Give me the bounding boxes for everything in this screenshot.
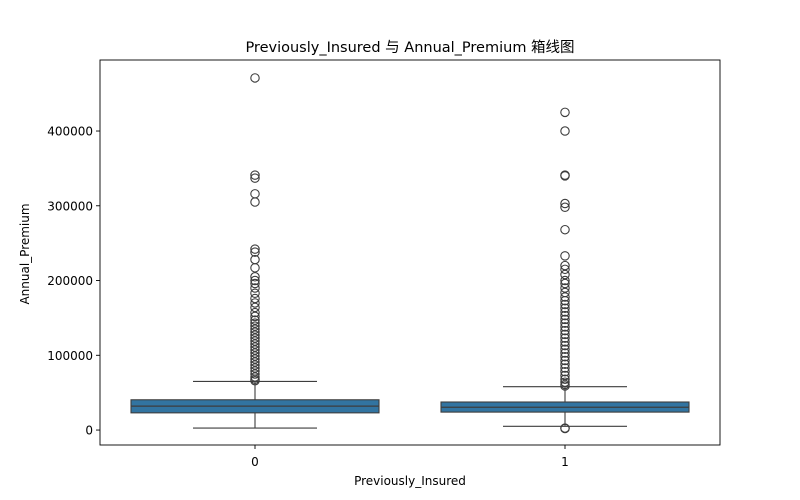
outlier-point — [250, 354, 260, 364]
outlier-point — [560, 322, 570, 332]
outlier-point — [250, 336, 260, 346]
outlier-point — [560, 171, 570, 181]
outlier-point — [560, 314, 570, 325]
outlier-point — [250, 263, 260, 273]
outlier-point — [560, 344, 570, 355]
outlier-point — [250, 197, 260, 207]
outlier-point — [560, 337, 570, 347]
y-tick-label: 300000 — [47, 199, 93, 213]
outlier-point — [560, 333, 570, 343]
outlier-point — [560, 310, 570, 321]
box-group-0 — [130, 73, 380, 429]
outlier-point — [250, 302, 260, 313]
outlier-point — [250, 170, 260, 180]
outlier-point — [250, 321, 260, 331]
outlier-point — [250, 244, 260, 254]
outlier-point — [250, 351, 260, 361]
outlier-point — [560, 264, 570, 275]
y-tick-label: 0 — [85, 424, 93, 438]
outlier-point — [250, 247, 260, 257]
outlier-point — [560, 355, 570, 366]
outlier-point — [250, 307, 260, 318]
outlier-point — [560, 260, 570, 271]
x-tick-label: 0 — [251, 455, 259, 469]
outlier-point — [560, 329, 570, 340]
outlier-point — [560, 198, 570, 209]
outlier-point — [560, 275, 570, 286]
outlier-point — [560, 269, 570, 280]
outlier-point — [560, 307, 570, 317]
outlier-point — [250, 357, 260, 367]
outlier-point — [250, 293, 260, 304]
outlier-point — [250, 324, 260, 334]
outlier-point — [560, 202, 570, 213]
outlier-point — [560, 126, 570, 136]
outlier-point — [250, 339, 260, 349]
outlier-point — [250, 372, 260, 382]
outlier-point — [560, 348, 570, 358]
outlier-point — [560, 381, 570, 391]
outlier-point — [250, 363, 260, 373]
outlier-point — [250, 327, 260, 337]
outlier-point — [250, 369, 260, 379]
outlier-point — [250, 360, 260, 370]
outlier-point — [250, 318, 260, 328]
outlier-point — [560, 224, 570, 235]
outlier-point — [560, 366, 570, 377]
outlier-point — [250, 330, 260, 340]
outlier-point — [250, 283, 260, 293]
box-group-1 — [440, 107, 690, 434]
outlier-point — [560, 292, 570, 302]
plot-area — [130, 73, 690, 434]
y-axis-label: Annual_Premium — [18, 203, 32, 304]
axes-frame — [99, 59, 721, 446]
outlier-point — [560, 318, 570, 328]
outlier-point — [560, 303, 570, 313]
outlier-point — [250, 311, 260, 322]
outlier-point — [250, 173, 260, 183]
outlier-point — [560, 363, 570, 373]
x-tick-label: 1 — [561, 455, 569, 469]
outlier-point — [250, 375, 260, 386]
outlier-point — [560, 299, 570, 310]
outlier-point — [560, 370, 570, 381]
outlier-point — [250, 315, 260, 325]
y-tick-label: 100000 — [47, 349, 93, 363]
y-tick-label: 400000 — [47, 125, 93, 139]
outlier-point — [250, 298, 260, 308]
outlier-point — [250, 342, 260, 352]
outlier-point — [560, 251, 570, 261]
outlier-point — [250, 73, 260, 83]
outlier-point — [250, 348, 260, 358]
outlier-point — [250, 333, 260, 343]
outlier-point — [560, 423, 570, 434]
outlier-point — [560, 295, 570, 306]
outlier-point — [560, 352, 570, 362]
outlier-point — [560, 283, 570, 293]
outlier-point — [560, 325, 570, 336]
outlier-point — [250, 288, 260, 298]
y-tick-label: 200000 — [47, 274, 93, 288]
outlier-point — [250, 272, 260, 282]
outlier-point — [250, 275, 260, 286]
outlier-point — [560, 107, 570, 118]
chart-title: Previously_Insured 与 Annual_Premium 箱线图 — [245, 39, 574, 56]
outlier-point — [560, 377, 570, 387]
outlier-point — [250, 345, 260, 355]
outlier-point — [250, 278, 260, 289]
outlier-point — [560, 374, 570, 384]
x-axis-label: Previously_Insured — [354, 474, 466, 488]
outlier-point — [560, 340, 570, 351]
outlier-point — [560, 359, 570, 370]
outlier-point — [560, 278, 570, 289]
